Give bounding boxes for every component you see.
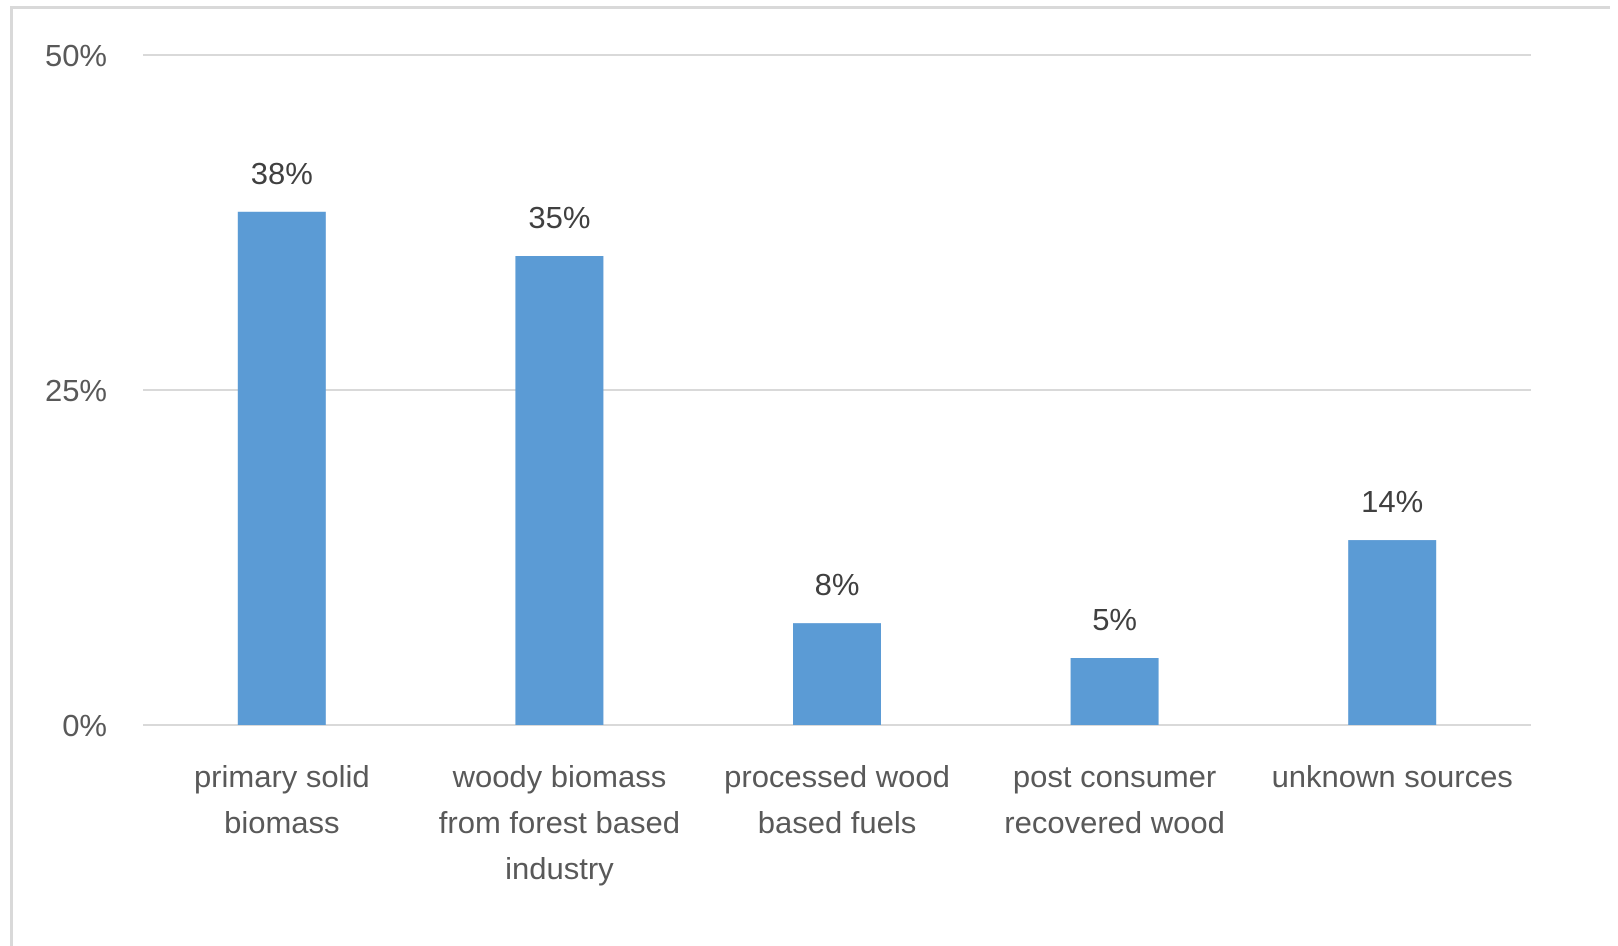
bar bbox=[1348, 540, 1437, 725]
x-tick-label-line: industry bbox=[505, 851, 614, 886]
x-tick-label: primary solid biomass bbox=[194, 759, 370, 840]
x-tick-label-line: from forest based bbox=[439, 805, 680, 840]
category-labels: primary solid biomass woody biomass from fo… bbox=[194, 759, 1513, 886]
x-tick-label-line: recovered wood bbox=[1004, 805, 1225, 840]
y-tick-label: 0% bbox=[62, 708, 107, 743]
bar bbox=[237, 211, 326, 725]
x-tick-label-line: post consumer bbox=[1013, 759, 1216, 794]
y-tick-label: 50% bbox=[45, 38, 107, 73]
x-tick-label: post consumer recovered wood bbox=[1004, 759, 1225, 840]
bar bbox=[793, 623, 881, 725]
x-tick-label: processed wood based fuels bbox=[724, 759, 950, 840]
data-label: 35% bbox=[528, 200, 590, 235]
y-tick-label: 25% bbox=[45, 373, 107, 408]
x-tick-label-line: primary solid bbox=[194, 759, 370, 794]
bar bbox=[515, 256, 604, 725]
x-tick-label-line: woody biomass bbox=[452, 759, 667, 794]
y-axis-ticks: 0% 25% 50% bbox=[45, 38, 107, 743]
data-labels: 38% 35% 8% 5% 14% bbox=[251, 156, 1423, 637]
data-label: 5% bbox=[1092, 602, 1137, 637]
bar bbox=[1070, 658, 1159, 725]
x-tick-label: unknown sources bbox=[1272, 759, 1513, 794]
x-tick-label-line: based fuels bbox=[758, 805, 917, 840]
x-tick-label-line: unknown sources bbox=[1272, 759, 1513, 794]
x-tick-label-line: biomass bbox=[224, 805, 339, 840]
x-tick-label-line: processed wood bbox=[724, 759, 950, 794]
data-label: 14% bbox=[1361, 484, 1423, 519]
bars bbox=[237, 211, 1437, 725]
bar-chart: 0% 25% 50% 38% 35% 8% 5% 14% primary solid biom… bbox=[45, 38, 1531, 886]
chart-frame: 0% 25% 50% 38% 35% 8% 5% 14% primary solid biom… bbox=[10, 6, 1610, 946]
data-label: 8% bbox=[815, 567, 860, 602]
x-tick-label: woody biomass from forest based industry bbox=[439, 759, 680, 886]
data-label: 38% bbox=[251, 156, 313, 191]
